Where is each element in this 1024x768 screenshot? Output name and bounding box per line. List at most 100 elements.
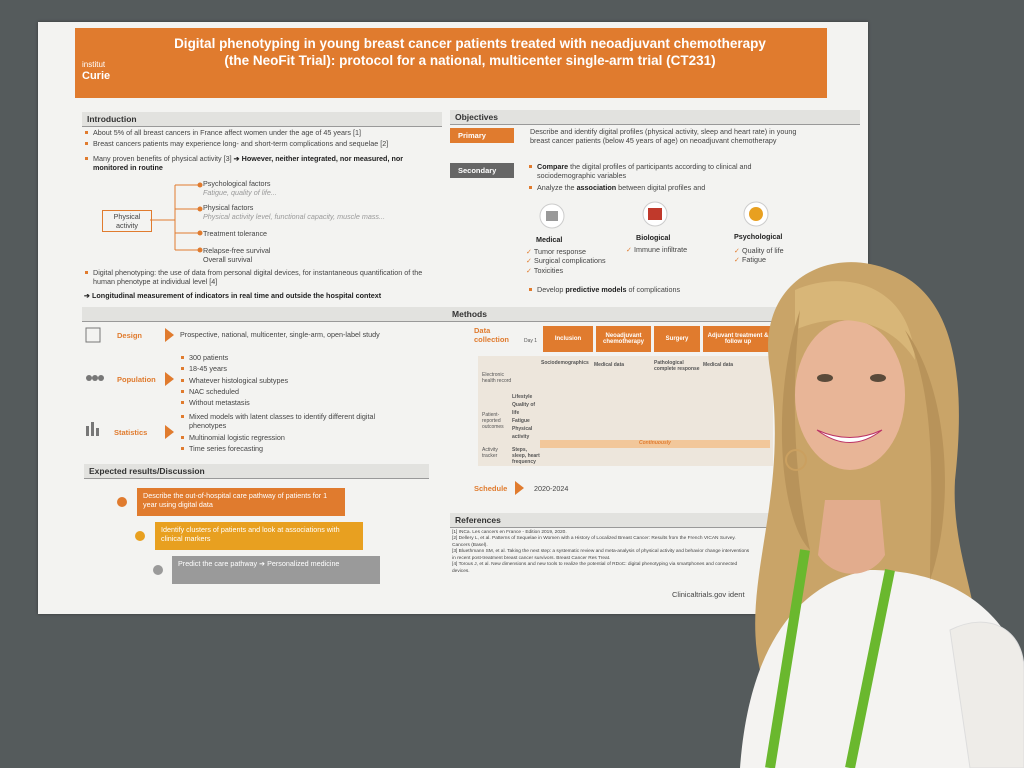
- method-label: Statistics: [114, 428, 148, 437]
- cell: Medical data: [594, 362, 625, 368]
- bullet-list: Digital phenotyping: the use of data fro…: [84, 268, 442, 289]
- check-mark: ✓: [626, 245, 635, 254]
- text: Analyze the: [537, 182, 575, 192]
- list-item: ✓ Quality of life: [734, 246, 784, 255]
- section-heading: Expected results/Discussion: [84, 464, 429, 479]
- continuous-bar: Continuously: [540, 440, 770, 448]
- group-name: Biological: [636, 233, 671, 242]
- list-item: Without metastasis: [180, 398, 288, 407]
- result-step: Describe the out-of-hospital care pathwa…: [137, 488, 345, 516]
- bullet-list: Compare the digital profiles of particip…: [528, 162, 808, 194]
- list-item: ✓ Fatigue: [734, 255, 784, 264]
- phase: Surgery: [654, 326, 700, 352]
- result-step: Identify clusters of patients and look a…: [155, 522, 363, 550]
- poster-title: Digital phenotyping in young breast canc…: [174, 36, 766, 51]
- objective-tag: Primary: [450, 128, 514, 143]
- item-text: Breast cancers patients may experience l…: [93, 139, 389, 149]
- list-item: 300 patients: [180, 353, 288, 362]
- reference-list: [1] INCa. Les cancers en France - Editio…: [452, 530, 752, 575]
- list-item: ✓ Immune infiltrate: [626, 245, 687, 254]
- bullet: Digital phenotyping: the use of data fro…: [84, 268, 442, 287]
- branch-title: Relapse-free survival: [203, 246, 271, 255]
- list-item: Whatever histological subtypes: [180, 376, 288, 385]
- branch-title: Treatment tolerance: [203, 229, 268, 238]
- bold-bullet: ➔ Longitudinal measurement of indicators…: [84, 291, 382, 300]
- section-heading: Methods: [82, 307, 857, 322]
- list-item: Breast cancers patients may experience l…: [84, 139, 439, 148]
- group-items: ✓ Quality of life ✓ Fatigue: [734, 246, 784, 265]
- arrow: [165, 372, 174, 386]
- item-text: Lifestyle: [512, 394, 533, 400]
- method-label: Population: [117, 375, 156, 384]
- day-label: Day 1: [524, 338, 538, 344]
- result-icons: [117, 497, 163, 575]
- text: Longitudinal measurement of indicators i…: [92, 291, 382, 300]
- item-text: About 5% of all breast cancers in France…: [93, 128, 361, 137]
- group-name: Medical: [536, 235, 563, 244]
- item-text: Multinomial logistic regression: [189, 432, 285, 442]
- poster-header: [75, 28, 827, 98]
- cell: Steps, sleep, heart frequency: [512, 447, 540, 465]
- method-label: Data collection: [474, 326, 510, 344]
- item-text: NAC scheduled: [189, 387, 239, 397]
- arrow: [515, 481, 524, 495]
- check-mark: ✓: [526, 256, 535, 266]
- group-name: Psychological: [734, 232, 783, 241]
- list-item: Quality of life: [512, 401, 540, 417]
- diagram-connectors: [150, 182, 203, 253]
- check-mark: ✓: [526, 265, 534, 275]
- bold-text: association: [576, 182, 617, 192]
- section-heading: Introduction: [82, 112, 442, 127]
- arrow: [165, 425, 174, 439]
- person: [740, 262, 1024, 768]
- bullet-list: 300 patients 18-45 years Whatever histolog…: [180, 353, 288, 410]
- phase: Neoadjuvant chemotherapy: [596, 326, 651, 352]
- item-text: Physical activity: [512, 426, 533, 440]
- list-item: ✓ Tumor response: [526, 247, 606, 256]
- list-item: Mixed models with latent classes to iden…: [180, 412, 390, 431]
- item-text: Tumor response: [533, 247, 586, 256]
- list-item: ✓ Surgical complications: [526, 256, 606, 265]
- item-text: 18-45 years: [189, 364, 227, 374]
- bullet-list: Develop predictive models of complicatio…: [528, 285, 788, 296]
- text: Many proven benefits of physical activit…: [93, 154, 232, 163]
- item-text: Surgical complications: [534, 256, 606, 266]
- method-text: 2020-2024: [534, 484, 569, 493]
- result-step: Predict the care pathway ➔ Personalized …: [172, 556, 380, 584]
- objective-text: Describe and identify digital profiles (…: [530, 127, 797, 146]
- section-heading: References: [450, 513, 770, 528]
- list-item: [3] Bluethmann SM, et al. Taking the nex…: [452, 549, 752, 562]
- method-text: Prospective, national, multicenter, sing…: [180, 330, 380, 339]
- row-label: Activity tracker: [482, 447, 498, 459]
- phase: Inclusion: [543, 326, 593, 352]
- footer: Clinicaltrials.gov ident: [672, 590, 745, 599]
- item-text: [2] Dellery L, et al. Patterns of Sequel…: [452, 536, 736, 548]
- objective-icons: [539, 201, 769, 229]
- text: the digital profiles of participants acc…: [537, 162, 752, 181]
- item-text: [4] Torous J, et al. New dimensions and …: [452, 562, 738, 574]
- bullet-list: About 5% of all breast cancers in France…: [84, 128, 439, 151]
- row-label: Patient-reported outcomes: [482, 412, 504, 430]
- cell: Medical data: [703, 362, 734, 368]
- item-text: Time series forecasting: [189, 444, 264, 454]
- check-mark: ✓: [734, 255, 743, 265]
- bullet-list: Mixed models with latent classes to iden…: [180, 412, 390, 455]
- method-icons: [85, 327, 104, 436]
- group-items: ✓ Immune infiltrate: [626, 245, 687, 254]
- item-text: 300 patients: [189, 353, 229, 362]
- check-mark: ✓: [526, 247, 534, 256]
- bullet: Compare the digital profiles of particip…: [528, 162, 808, 181]
- list-item: 18-45 years: [180, 364, 288, 373]
- method-label: Design: [117, 331, 143, 340]
- list-item: [4] Torous J, et al. New dimensions and …: [452, 562, 752, 575]
- branch-title: Overall survival: [203, 255, 253, 264]
- bullet: Many proven benefits of physical activit…: [84, 154, 439, 173]
- item-text: Quality of life: [512, 402, 536, 416]
- poster-title: (the NeoFit Trial): protocol for a natio…: [224, 53, 716, 68]
- row-label: Electronic health record: [482, 372, 512, 384]
- logo-text: Curie: [82, 70, 111, 82]
- list-item: ✓ Toxicities: [526, 266, 606, 275]
- bullet-list: Many proven benefits of physical activit…: [84, 154, 439, 175]
- text: Develop: [537, 285, 564, 294]
- item-text: Quality of life: [742, 246, 784, 255]
